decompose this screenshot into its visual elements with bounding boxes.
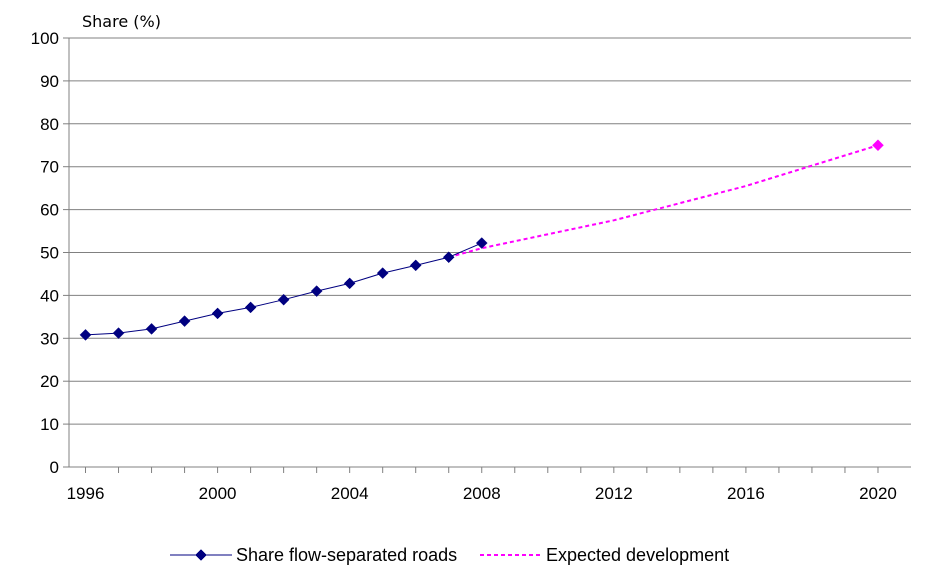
data-point-flow-separated-roads	[277, 293, 290, 306]
x-tick-label: 2000	[199, 484, 237, 503]
legend: Share flow-separated roads Expected devel…	[170, 545, 729, 565]
x-tick-labels: 1996 2000 2004 2008 2012 2016 2020	[67, 467, 897, 503]
data-point-flow-separated-roads	[442, 251, 455, 264]
data-point-flow-separated-roads	[310, 285, 323, 297]
grid-lines	[69, 37, 911, 425]
legend-label-expected-development: Expected development	[546, 545, 729, 565]
data-point-flow-separated-roads	[244, 301, 257, 314]
data-point-flow-separated-roads	[409, 259, 422, 272]
y-tick-label: 20	[40, 372, 59, 391]
data-point-flow-separated-roads	[343, 277, 356, 290]
y-tick-label: 80	[40, 115, 59, 134]
data-point-flow-separated-roads	[376, 267, 389, 279]
y-tick-label: 40	[40, 286, 59, 305]
legend-label-flow-separated-roads: Share flow-separated roads	[236, 545, 457, 565]
y-tick-label: 50	[40, 244, 59, 263]
x-tick-label: 2016	[727, 484, 765, 503]
data-point-flow-separated-roads	[112, 327, 125, 340]
y-tick-label: 30	[40, 329, 59, 348]
series-line-flow-separated-roads	[85, 242, 482, 336]
y-tick-label: 100	[31, 29, 59, 48]
y-tick-label: 70	[40, 158, 59, 177]
y-tick-label: 90	[40, 72, 59, 91]
x-tick-label: 2008	[463, 484, 501, 503]
y-tick-label: 0	[50, 458, 59, 477]
data-point-flow-separated-roads	[79, 329, 92, 341]
y-tick-label: 60	[40, 201, 59, 220]
data-point-flow-separated-roads	[145, 323, 158, 335]
data-point-flow-separated-roads	[475, 237, 488, 249]
data-point-expected-development	[872, 139, 884, 152]
x-tick-label: 2020	[859, 484, 897, 503]
data-point-flow-separated-roads	[211, 307, 224, 320]
x-tick-label: 1996	[67, 484, 105, 503]
x-tick-label: 2004	[331, 484, 369, 503]
data-point-flow-separated-roads	[178, 315, 191, 327]
y-axis-title: Share (%)	[82, 12, 161, 31]
legend-marker-flow-separated-roads	[195, 549, 207, 561]
series-layer	[79, 139, 884, 341]
y-tick-label: 10	[40, 415, 59, 434]
x-tick-label: 2012	[595, 484, 633, 503]
y-tick-labels: 0 10 20 30 40 50 60 70 80 90 100	[31, 29, 69, 477]
series-line-expected-development	[448, 144, 879, 259]
